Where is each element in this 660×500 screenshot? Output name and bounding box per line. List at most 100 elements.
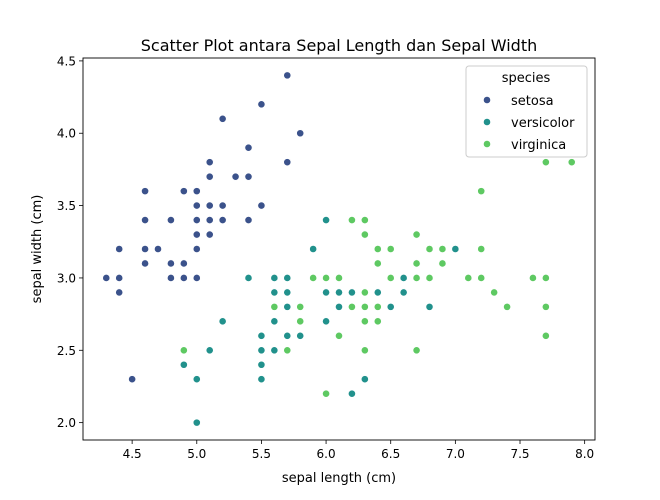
- point-virginica: [322, 274, 330, 282]
- point-setosa: [141, 216, 149, 224]
- point-versicolor: [322, 288, 330, 297]
- point-versicolor: [335, 288, 343, 297]
- point-versicolor: [309, 245, 318, 253]
- point-versicolor: [218, 317, 227, 326]
- point-virginica: [373, 317, 382, 326]
- point-virginica: [503, 302, 511, 311]
- point-setosa: [128, 375, 137, 384]
- point-virginica: [360, 302, 369, 311]
- point-setosa: [154, 245, 162, 253]
- point-setosa: [244, 216, 253, 224]
- x-tick-label: 4.5: [123, 447, 142, 461]
- point-virginica: [179, 346, 188, 355]
- point-versicolor: [348, 389, 356, 398]
- point-virginica: [373, 245, 382, 253]
- y-tick-label: 2.5: [57, 344, 76, 358]
- point-versicolor: [322, 317, 330, 326]
- y-axis: 2.0 2.5 3.0 3.5 4.0 4.5: [57, 54, 83, 430]
- point-setosa: [192, 216, 201, 224]
- point-setosa: [102, 274, 111, 282]
- point-versicolor: [270, 274, 279, 282]
- y-tick-label: 4.5: [57, 54, 76, 68]
- point-virginica: [373, 302, 382, 311]
- point-virginica: [335, 274, 343, 282]
- point-versicolor: [425, 302, 434, 311]
- point-virginica: [360, 317, 369, 326]
- point-setosa: [115, 245, 124, 253]
- point-setosa: [218, 201, 227, 210]
- point-virginica: [270, 302, 279, 311]
- x-tick-label: 8.0: [575, 447, 594, 461]
- legend-marker-virginica: [483, 140, 491, 148]
- point-virginica: [477, 187, 486, 196]
- point-setosa: [167, 259, 175, 268]
- point-virginica: [348, 216, 356, 224]
- point-virginica: [541, 331, 550, 340]
- chart-title: Scatter Plot antara Sepal Length dan Sep…: [141, 36, 537, 55]
- point-setosa: [179, 274, 188, 282]
- point-versicolor: [373, 288, 382, 297]
- point-versicolor: [296, 331, 305, 340]
- point-virginica: [412, 259, 421, 268]
- point-virginica: [296, 302, 305, 311]
- point-setosa: [192, 201, 201, 210]
- point-virginica: [541, 158, 550, 167]
- point-setosa: [296, 129, 305, 138]
- point-versicolor: [257, 346, 266, 355]
- point-virginica: [412, 346, 421, 355]
- point-setosa: [205, 201, 214, 210]
- point-virginica: [296, 317, 305, 326]
- point-setosa: [192, 230, 201, 239]
- point-setosa: [205, 230, 214, 239]
- point-virginica: [425, 274, 434, 282]
- point-setosa: [283, 158, 292, 167]
- point-setosa: [283, 71, 292, 80]
- point-setosa: [141, 259, 149, 268]
- point-versicolor: [399, 288, 408, 297]
- point-virginica: [360, 216, 369, 224]
- legend-marker-setosa: [483, 96, 491, 104]
- point-setosa: [167, 216, 175, 224]
- point-virginica: [529, 274, 537, 282]
- legend-label-virginica: virginica: [511, 138, 566, 153]
- point-versicolor: [270, 288, 279, 297]
- point-setosa: [257, 201, 266, 210]
- point-virginica: [567, 158, 576, 167]
- point-setosa: [192, 187, 201, 196]
- point-setosa: [218, 216, 227, 224]
- point-versicolor: [283, 274, 292, 282]
- point-virginica: [386, 274, 395, 282]
- y-tick-label: 3.0: [57, 271, 76, 285]
- legend[interactable]: species setosa versicolor virginica: [465, 65, 588, 158]
- point-setosa: [179, 187, 188, 196]
- point-versicolor: [192, 375, 201, 384]
- point-setosa: [257, 100, 266, 109]
- point-versicolor: [283, 302, 292, 311]
- legend-title: species: [502, 71, 551, 86]
- y-tick-label: 2.0: [57, 416, 76, 430]
- point-versicolor: [386, 302, 395, 311]
- x-tick-label: 5.5: [252, 447, 271, 461]
- point-setosa: [192, 245, 201, 253]
- point-versicolor: [322, 216, 330, 224]
- x-tick-label: 7.5: [510, 447, 529, 461]
- point-setosa: [218, 114, 227, 123]
- point-virginica: [360, 230, 369, 239]
- point-setosa: [115, 274, 124, 282]
- point-virginica: [322, 389, 330, 398]
- point-virginica: [464, 274, 473, 282]
- data-points: [102, 71, 576, 427]
- point-virginica: [438, 245, 447, 253]
- point-virginica: [412, 274, 421, 282]
- point-versicolor: [360, 375, 369, 384]
- point-virginica: [541, 274, 550, 282]
- point-versicolor: [205, 346, 214, 355]
- point-versicolor: [270, 317, 279, 326]
- point-virginica: [412, 230, 421, 239]
- point-setosa: [205, 216, 214, 224]
- point-virginica: [490, 288, 499, 297]
- point-versicolor: [451, 245, 460, 253]
- point-virginica: [373, 259, 382, 268]
